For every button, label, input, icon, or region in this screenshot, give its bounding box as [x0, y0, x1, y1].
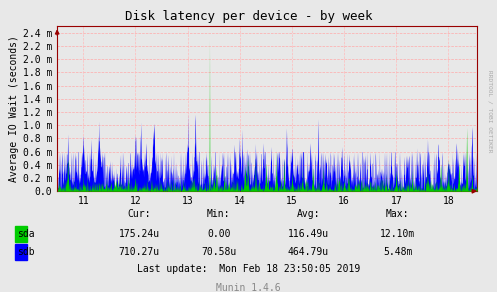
Text: 0.00: 0.00 — [207, 229, 231, 239]
Text: 116.49u: 116.49u — [288, 229, 329, 239]
Text: Max:: Max: — [386, 209, 410, 219]
Text: Disk latency per device - by week: Disk latency per device - by week — [125, 10, 372, 23]
Text: Cur:: Cur: — [127, 209, 151, 219]
Text: Last update:  Mon Feb 18 23:50:05 2019: Last update: Mon Feb 18 23:50:05 2019 — [137, 264, 360, 274]
Text: 175.24u: 175.24u — [119, 229, 160, 239]
Text: sdb: sdb — [17, 247, 35, 257]
Text: RRDTOOL / TOBI OETIKER: RRDTOOL / TOBI OETIKER — [487, 70, 492, 152]
Text: 710.27u: 710.27u — [119, 247, 160, 257]
Text: 464.79u: 464.79u — [288, 247, 329, 257]
Text: Avg:: Avg: — [296, 209, 320, 219]
Text: Min:: Min: — [207, 209, 231, 219]
Text: Munin 1.4.6: Munin 1.4.6 — [216, 283, 281, 292]
Text: 70.58u: 70.58u — [201, 247, 236, 257]
Y-axis label: Average IO Wait (seconds): Average IO Wait (seconds) — [9, 35, 19, 182]
Text: 12.10m: 12.10m — [380, 229, 415, 239]
Text: sda: sda — [17, 229, 35, 239]
Text: 5.48m: 5.48m — [383, 247, 413, 257]
